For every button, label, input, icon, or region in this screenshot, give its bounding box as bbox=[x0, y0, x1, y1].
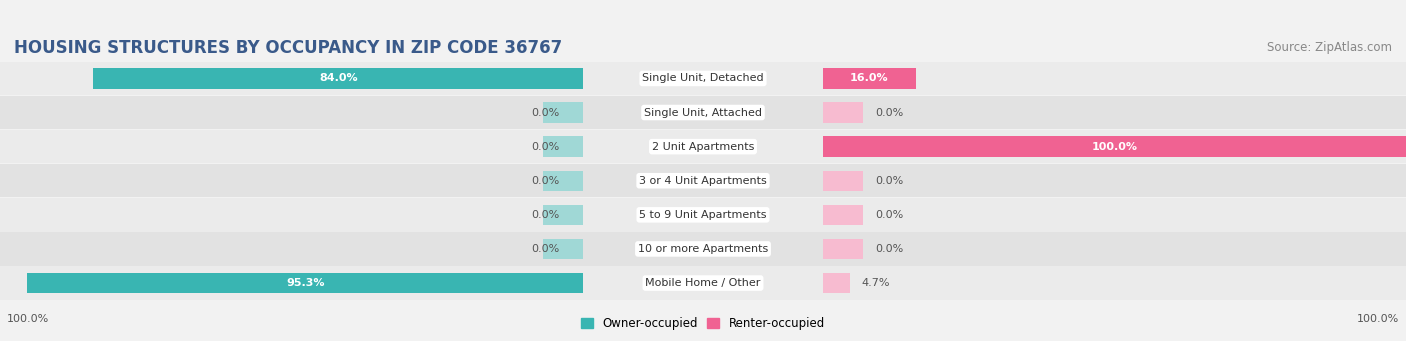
Text: 0.0%: 0.0% bbox=[531, 142, 560, 152]
Text: 0.0%: 0.0% bbox=[531, 107, 560, 118]
Text: 0.0%: 0.0% bbox=[531, 176, 560, 186]
Bar bbox=[0, 198, 875, 232]
Text: 0.0%: 0.0% bbox=[875, 107, 903, 118]
Bar bbox=[823, 239, 863, 259]
Text: 0.0%: 0.0% bbox=[875, 176, 903, 186]
Bar bbox=[543, 136, 583, 157]
Legend: Owner-occupied, Renter-occupied: Owner-occupied, Renter-occupied bbox=[576, 313, 830, 335]
Bar bbox=[464, 232, 942, 266]
Text: 0.0%: 0.0% bbox=[875, 244, 903, 254]
Bar bbox=[93, 68, 583, 89]
Bar bbox=[531, 198, 1406, 232]
Bar bbox=[0, 232, 875, 266]
Text: 10 or more Apartments: 10 or more Apartments bbox=[638, 244, 768, 254]
Text: Mobile Home / Other: Mobile Home / Other bbox=[645, 278, 761, 288]
Text: 84.0%: 84.0% bbox=[319, 73, 357, 84]
Bar bbox=[464, 96, 942, 129]
Text: Single Unit, Detached: Single Unit, Detached bbox=[643, 73, 763, 84]
Bar bbox=[464, 62, 942, 95]
Bar bbox=[0, 62, 875, 95]
Text: 16.0%: 16.0% bbox=[849, 73, 889, 84]
Bar bbox=[823, 102, 863, 123]
Bar bbox=[0, 130, 875, 163]
Bar bbox=[823, 68, 915, 89]
Text: 100.0%: 100.0% bbox=[1091, 142, 1137, 152]
Bar bbox=[28, 273, 583, 293]
Bar bbox=[0, 96, 875, 129]
Text: HOUSING STRUCTURES BY OCCUPANCY IN ZIP CODE 36767: HOUSING STRUCTURES BY OCCUPANCY IN ZIP C… bbox=[14, 39, 562, 57]
Text: 0.0%: 0.0% bbox=[531, 210, 560, 220]
Text: Source: ZipAtlas.com: Source: ZipAtlas.com bbox=[1267, 41, 1392, 54]
Bar bbox=[464, 164, 942, 197]
Bar bbox=[531, 130, 1406, 163]
Text: 3 or 4 Unit Apartments: 3 or 4 Unit Apartments bbox=[640, 176, 766, 186]
Bar bbox=[0, 266, 875, 300]
Bar bbox=[531, 96, 1406, 129]
Bar bbox=[0, 164, 875, 197]
Bar bbox=[464, 130, 942, 163]
Text: Single Unit, Attached: Single Unit, Attached bbox=[644, 107, 762, 118]
Text: 100.0%: 100.0% bbox=[1357, 314, 1399, 324]
Bar bbox=[531, 266, 1406, 300]
Bar bbox=[823, 136, 1406, 157]
Bar bbox=[543, 205, 583, 225]
Text: 4.7%: 4.7% bbox=[862, 278, 890, 288]
Bar bbox=[464, 198, 942, 232]
Text: 0.0%: 0.0% bbox=[531, 244, 560, 254]
Text: 0.0%: 0.0% bbox=[875, 210, 903, 220]
Text: 100.0%: 100.0% bbox=[7, 314, 49, 324]
Bar bbox=[543, 102, 583, 123]
Bar bbox=[823, 273, 851, 293]
Bar bbox=[531, 164, 1406, 197]
Bar bbox=[531, 62, 1406, 95]
Bar bbox=[531, 232, 1406, 266]
Bar bbox=[464, 266, 942, 300]
Bar bbox=[823, 170, 863, 191]
Bar bbox=[823, 205, 863, 225]
Text: 2 Unit Apartments: 2 Unit Apartments bbox=[652, 142, 754, 152]
Bar bbox=[543, 239, 583, 259]
Bar bbox=[543, 170, 583, 191]
Text: 5 to 9 Unit Apartments: 5 to 9 Unit Apartments bbox=[640, 210, 766, 220]
Text: 95.3%: 95.3% bbox=[287, 278, 325, 288]
